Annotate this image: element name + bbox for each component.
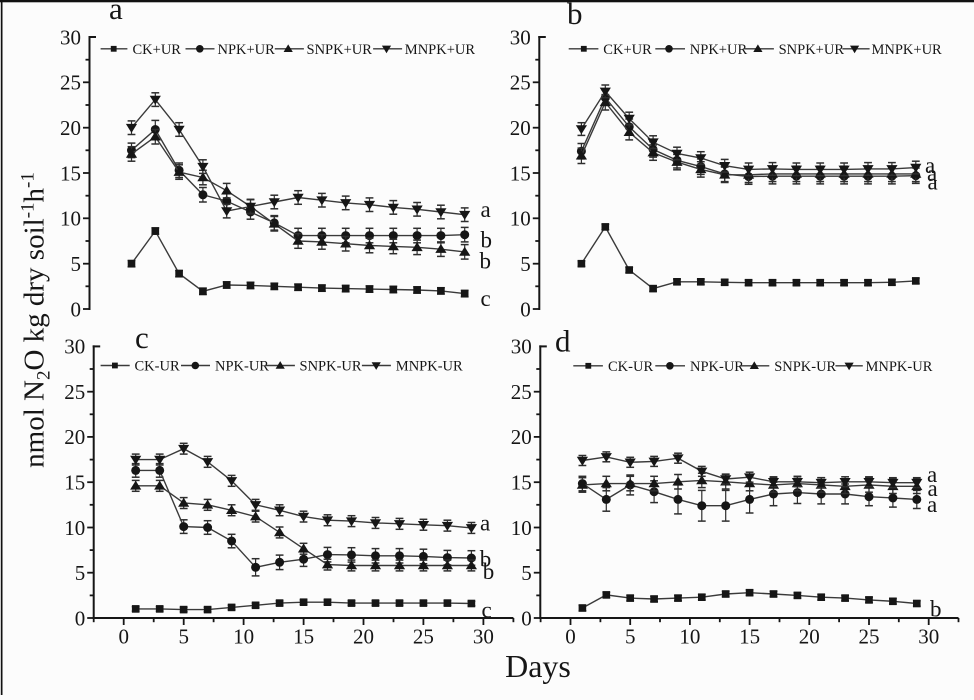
svg-text:5: 5 <box>521 561 532 585</box>
svg-text:0: 0 <box>75 606 86 630</box>
svg-text:0: 0 <box>118 625 129 649</box>
svg-text:25: 25 <box>511 380 532 404</box>
svg-text:5: 5 <box>71 252 82 276</box>
svg-text:b: b <box>480 249 492 274</box>
svg-text:20: 20 <box>510 116 531 140</box>
svg-text:CK-UR: CK-UR <box>135 359 180 375</box>
svg-text:25: 25 <box>64 380 85 404</box>
svg-text:c: c <box>135 320 149 355</box>
svg-text:0: 0 <box>71 297 82 321</box>
svg-text:MNPK-UR: MNPK-UR <box>866 359 933 375</box>
svg-text:a: a <box>928 170 938 195</box>
svg-text:a: a <box>480 511 490 536</box>
svg-text:5: 5 <box>178 625 189 649</box>
svg-text:a: a <box>927 492 937 517</box>
svg-text:30: 30 <box>510 25 531 49</box>
svg-text:5: 5 <box>520 252 531 276</box>
svg-text:MNPK-UR: MNPK-UR <box>396 359 463 375</box>
svg-text:SNPK+UR: SNPK+UR <box>307 42 373 58</box>
svg-text:5: 5 <box>625 625 636 649</box>
svg-text:CK+UR: CK+UR <box>603 42 652 58</box>
svg-text:10: 10 <box>60 207 81 231</box>
svg-text:a: a <box>927 462 937 487</box>
svg-text:a: a <box>109 0 123 26</box>
svg-text:25: 25 <box>413 625 434 649</box>
svg-text:b: b <box>480 546 492 571</box>
svg-text:20: 20 <box>64 425 85 449</box>
svg-text:5: 5 <box>75 561 86 585</box>
svg-text:30: 30 <box>918 625 939 649</box>
svg-text:25: 25 <box>60 71 81 95</box>
svg-text:15: 15 <box>739 625 760 649</box>
svg-text:CK-UR: CK-UR <box>608 359 653 375</box>
svg-text:MNPK+UR: MNPK+UR <box>405 42 476 58</box>
svg-text:10: 10 <box>679 625 700 649</box>
svg-text:c: c <box>481 286 491 311</box>
svg-text:nmol N2O kg dry soil-1h-1: nmol N2O kg dry soil-1h-1 <box>18 172 55 468</box>
svg-text:SNPK-UR: SNPK-UR <box>774 359 836 375</box>
svg-text:30: 30 <box>511 335 532 359</box>
svg-text:0: 0 <box>521 606 532 630</box>
svg-text:10: 10 <box>64 516 85 540</box>
svg-text:NPK+UR: NPK+UR <box>218 42 276 58</box>
svg-text:a: a <box>481 197 491 222</box>
svg-text:b: b <box>567 0 583 31</box>
svg-text:b: b <box>483 559 495 584</box>
svg-text:15: 15 <box>510 161 531 185</box>
svg-text:MNPK+UR: MNPK+UR <box>872 42 943 58</box>
svg-text:15: 15 <box>511 471 532 495</box>
svg-text:a: a <box>928 476 938 501</box>
svg-text:10: 10 <box>510 207 531 231</box>
svg-text:a: a <box>925 153 935 178</box>
svg-text:15: 15 <box>60 161 81 185</box>
svg-text:Days: Days <box>505 648 571 684</box>
svg-text:b: b <box>481 228 493 253</box>
svg-text:a: a <box>927 161 937 186</box>
svg-text:b: b <box>930 597 942 622</box>
svg-text:25: 25 <box>510 71 531 95</box>
svg-text:SNPK+UR: SNPK+UR <box>779 42 845 58</box>
svg-text:NPK+UR: NPK+UR <box>690 42 748 58</box>
svg-text:0: 0 <box>565 625 576 649</box>
svg-text:15: 15 <box>293 625 314 649</box>
svg-text:NPK-UR: NPK-UR <box>215 359 269 375</box>
svg-text:0: 0 <box>520 297 531 321</box>
svg-text:25: 25 <box>859 625 880 649</box>
svg-text:CK+UR: CK+UR <box>133 42 182 58</box>
svg-text:10: 10 <box>233 625 254 649</box>
svg-text:SNPK-UR: SNPK-UR <box>300 359 362 375</box>
svg-text:20: 20 <box>799 625 820 649</box>
svg-text:30: 30 <box>60 25 81 49</box>
svg-text:c: c <box>482 598 492 623</box>
svg-text:30: 30 <box>473 625 494 649</box>
svg-text:15: 15 <box>64 471 85 495</box>
svg-text:20: 20 <box>60 116 81 140</box>
svg-text:NPK-UR: NPK-UR <box>690 359 744 375</box>
svg-text:20: 20 <box>511 425 532 449</box>
svg-text:20: 20 <box>353 625 374 649</box>
svg-text:10: 10 <box>511 516 532 540</box>
svg-text:d: d <box>555 324 571 359</box>
svg-text:30: 30 <box>64 335 85 359</box>
